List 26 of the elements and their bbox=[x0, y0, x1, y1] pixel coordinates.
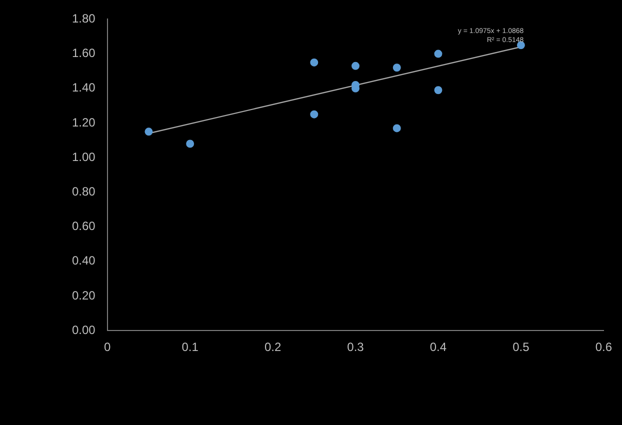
y-tick-label: 1.80 bbox=[72, 12, 96, 26]
point bbox=[434, 50, 442, 58]
x-tick-label: 0.2 bbox=[264, 340, 282, 354]
y-tick-label: 0.00 bbox=[72, 322, 96, 337]
y-tick-label: 1.20 bbox=[72, 115, 96, 130]
x-tick-label: 0.3 bbox=[347, 340, 364, 354]
point bbox=[186, 140, 194, 148]
y-tick-label: 0.80 bbox=[72, 184, 96, 199]
point bbox=[352, 62, 360, 70]
y-tick-label: 0.60 bbox=[72, 219, 96, 234]
y-tick-label: 1.00 bbox=[72, 150, 96, 164]
y-tick-label: 0.40 bbox=[72, 254, 96, 268]
y-tick-label: 1.60 bbox=[72, 46, 96, 60]
x-tick-label: 0.4 bbox=[430, 340, 447, 354]
point bbox=[144, 128, 153, 136]
point bbox=[434, 86, 442, 94]
point bbox=[310, 58, 318, 66]
point bbox=[310, 110, 318, 118]
x-tick-label: 0.6 bbox=[595, 340, 612, 354]
point bbox=[392, 124, 401, 132]
x-tick-label: 0.1 bbox=[182, 340, 199, 354]
x-tick-label: 0 bbox=[104, 340, 112, 354]
point bbox=[392, 64, 401, 72]
x-tick-label: 0.5 bbox=[512, 340, 530, 354]
y-tick-label: 0.20 bbox=[72, 288, 96, 302]
y-tick-label: 1.40 bbox=[72, 80, 96, 95]
